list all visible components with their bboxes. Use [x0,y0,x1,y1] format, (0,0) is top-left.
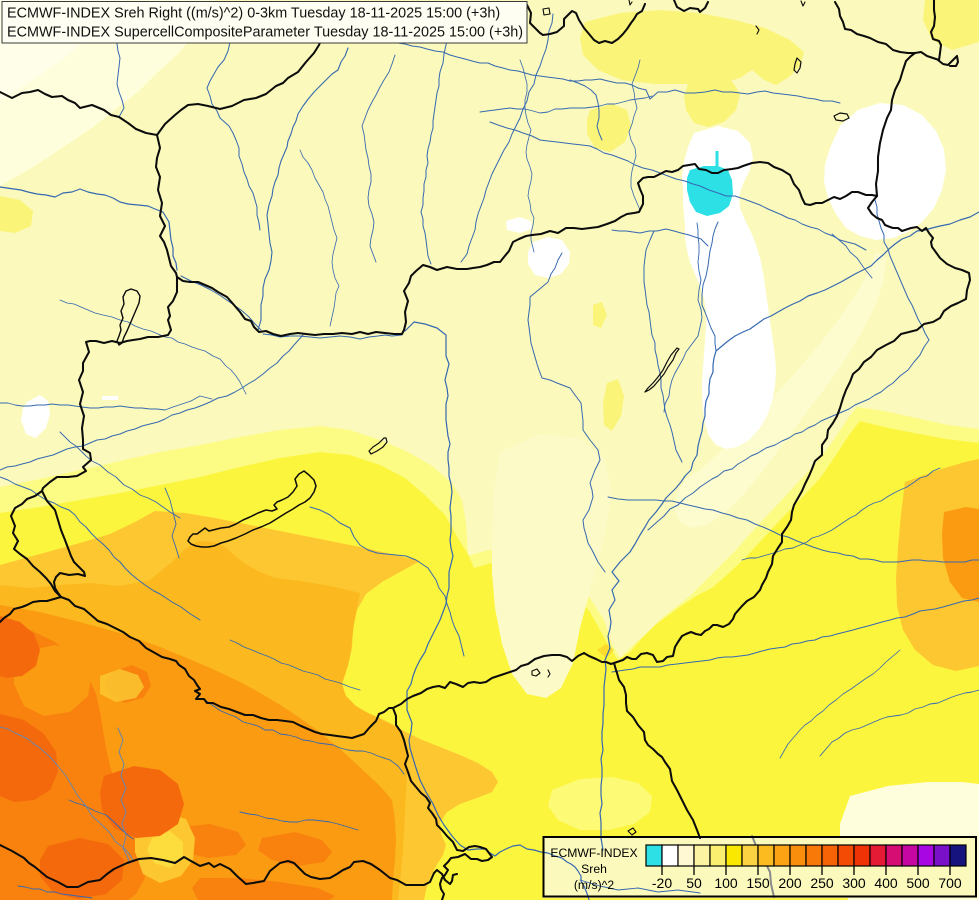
svg-text:50: 50 [686,875,702,891]
svg-text:200: 200 [778,875,802,891]
svg-text:300: 300 [842,875,866,891]
svg-text:700: 700 [938,875,962,891]
svg-text:Sreh: Sreh [581,862,607,876]
svg-text:150: 150 [746,875,770,891]
svg-text:-20: -20 [652,875,672,891]
svg-text:500: 500 [906,875,930,891]
svg-text:250: 250 [810,875,834,891]
svg-text:ECMWF-INDEX Sreh Right ((m/s)^: ECMWF-INDEX Sreh Right ((m/s)^2) 0-3km T… [7,6,500,22]
svg-text:ECMWF-INDEX SupercellComposite: ECMWF-INDEX SupercellCompositeParameter … [7,25,523,41]
svg-text:100: 100 [714,875,738,891]
svg-text:ECMWF-INDEX: ECMWF-INDEX [550,846,637,860]
svg-text:400: 400 [874,875,898,891]
svg-text:(m/s)^2: (m/s)^2 [574,878,614,892]
